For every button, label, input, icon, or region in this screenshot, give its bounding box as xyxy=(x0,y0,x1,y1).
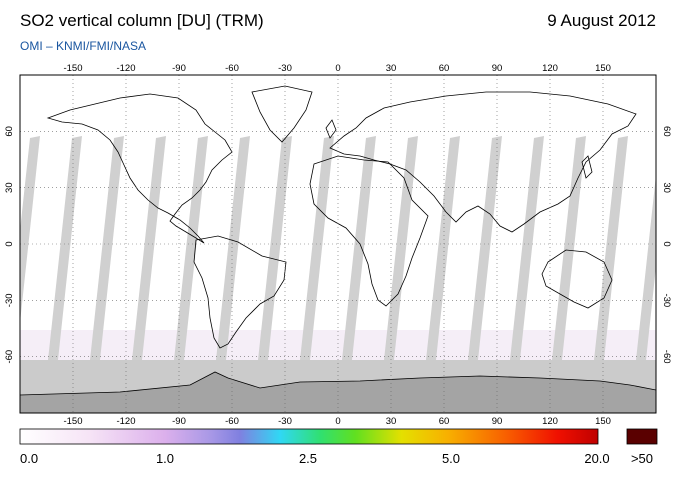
latitude-label: 0 xyxy=(661,241,672,246)
greenland-coast xyxy=(251,85,313,143)
latitude-label: -30 xyxy=(4,293,15,307)
no-data-swath xyxy=(468,136,502,360)
longitude-labels-bottom: -150 -120 -90 -60 -30 0 30 60 90 120 150 xyxy=(63,416,610,427)
colorbar-tick-label: 2.5 xyxy=(299,451,317,466)
longitude-label: 30 xyxy=(386,63,397,74)
colorbar-gradient xyxy=(19,428,599,445)
longitude-label: -90 xyxy=(172,63,186,74)
colorbar-tick-label: 20.0 xyxy=(584,451,609,466)
no-data-swath xyxy=(594,136,628,360)
north-america-coast xyxy=(46,93,233,244)
no-data-swath xyxy=(20,136,40,323)
no-data-swath xyxy=(300,136,334,360)
no-data-swath xyxy=(342,136,376,360)
longitude-label: 60 xyxy=(439,416,450,427)
longitude-label: 0 xyxy=(335,63,340,74)
latitude-label: -30 xyxy=(661,293,672,307)
colorbar-labels: 0.0 1.0 2.5 5.0 20.0 >50 xyxy=(20,451,653,466)
colorbar-overflow-swatch xyxy=(626,428,658,445)
no-data-swath xyxy=(426,136,460,360)
longitude-label: 120 xyxy=(542,63,558,74)
map-date: 9 August 2012 xyxy=(547,11,656,30)
coastlines xyxy=(46,85,637,349)
no-data-swaths xyxy=(20,136,656,360)
longitude-label: 150 xyxy=(595,63,611,74)
map-frame xyxy=(19,74,657,414)
longitude-label: -90 xyxy=(172,416,186,427)
no-data-swath xyxy=(552,136,586,360)
longitude-label: -30 xyxy=(278,63,292,74)
colorbar-overflow-label: >50 xyxy=(631,451,653,466)
australia-coast xyxy=(541,249,613,309)
no-data-swath xyxy=(174,136,208,360)
no-data-swath xyxy=(90,136,124,360)
latitude-label: 60 xyxy=(661,126,672,137)
no-data-swath xyxy=(510,136,544,360)
map-title: SO2 vertical column [DU] (TRM) xyxy=(20,11,264,30)
longitude-label: -120 xyxy=(116,416,135,427)
longitude-label: 30 xyxy=(386,416,397,427)
no-data-swath xyxy=(636,175,656,360)
eurasia-coast xyxy=(329,91,637,233)
longitude-label: -150 xyxy=(63,416,82,427)
latitude-labels-left: 60 30 0 -30 -60 xyxy=(4,126,15,363)
latitude-label: -60 xyxy=(661,350,672,364)
longitude-label: -60 xyxy=(225,416,239,427)
no-data-swath xyxy=(132,136,166,360)
longitude-label: 60 xyxy=(439,63,450,74)
no-data-swath xyxy=(258,136,292,360)
antarctica-landmass xyxy=(20,371,656,413)
latitude-label: 60 xyxy=(4,126,15,137)
japan-coast xyxy=(581,155,593,179)
latitude-label: 0 xyxy=(4,241,15,246)
data-credit: OMI – KNMI/FMI/NASA xyxy=(20,39,146,53)
no-data-swath xyxy=(48,136,82,360)
no-data-swath xyxy=(216,136,250,360)
latitude-labels-right: 60 30 0 -30 -60 xyxy=(661,126,672,363)
latitude-label: 30 xyxy=(661,182,672,193)
africa-coast xyxy=(309,155,429,307)
longitude-label: 150 xyxy=(595,416,611,427)
longitude-label: -30 xyxy=(278,416,292,427)
longitude-label: -60 xyxy=(225,63,239,74)
map-gridlines xyxy=(20,75,656,413)
colorbar-tick-label: 5.0 xyxy=(442,451,460,466)
uk-coast xyxy=(325,119,337,139)
longitude-label: 90 xyxy=(492,63,503,74)
longitude-label: 120 xyxy=(542,416,558,427)
latitude-label: -60 xyxy=(4,350,15,364)
longitude-label: -120 xyxy=(116,63,135,74)
colorbar-tick-label: 0.0 xyxy=(20,451,38,466)
longitude-label: -150 xyxy=(63,63,82,74)
longitude-label: 0 xyxy=(335,416,340,427)
latitude-label: 30 xyxy=(4,182,15,193)
longitude-labels-top: -150 -120 -90 -60 -30 0 30 60 90 120 150 xyxy=(63,63,610,74)
south-america-coast xyxy=(193,235,287,349)
map-area xyxy=(20,75,656,413)
longitude-label: 90 xyxy=(492,416,503,427)
colorbar-tick-label: 1.0 xyxy=(156,451,174,466)
